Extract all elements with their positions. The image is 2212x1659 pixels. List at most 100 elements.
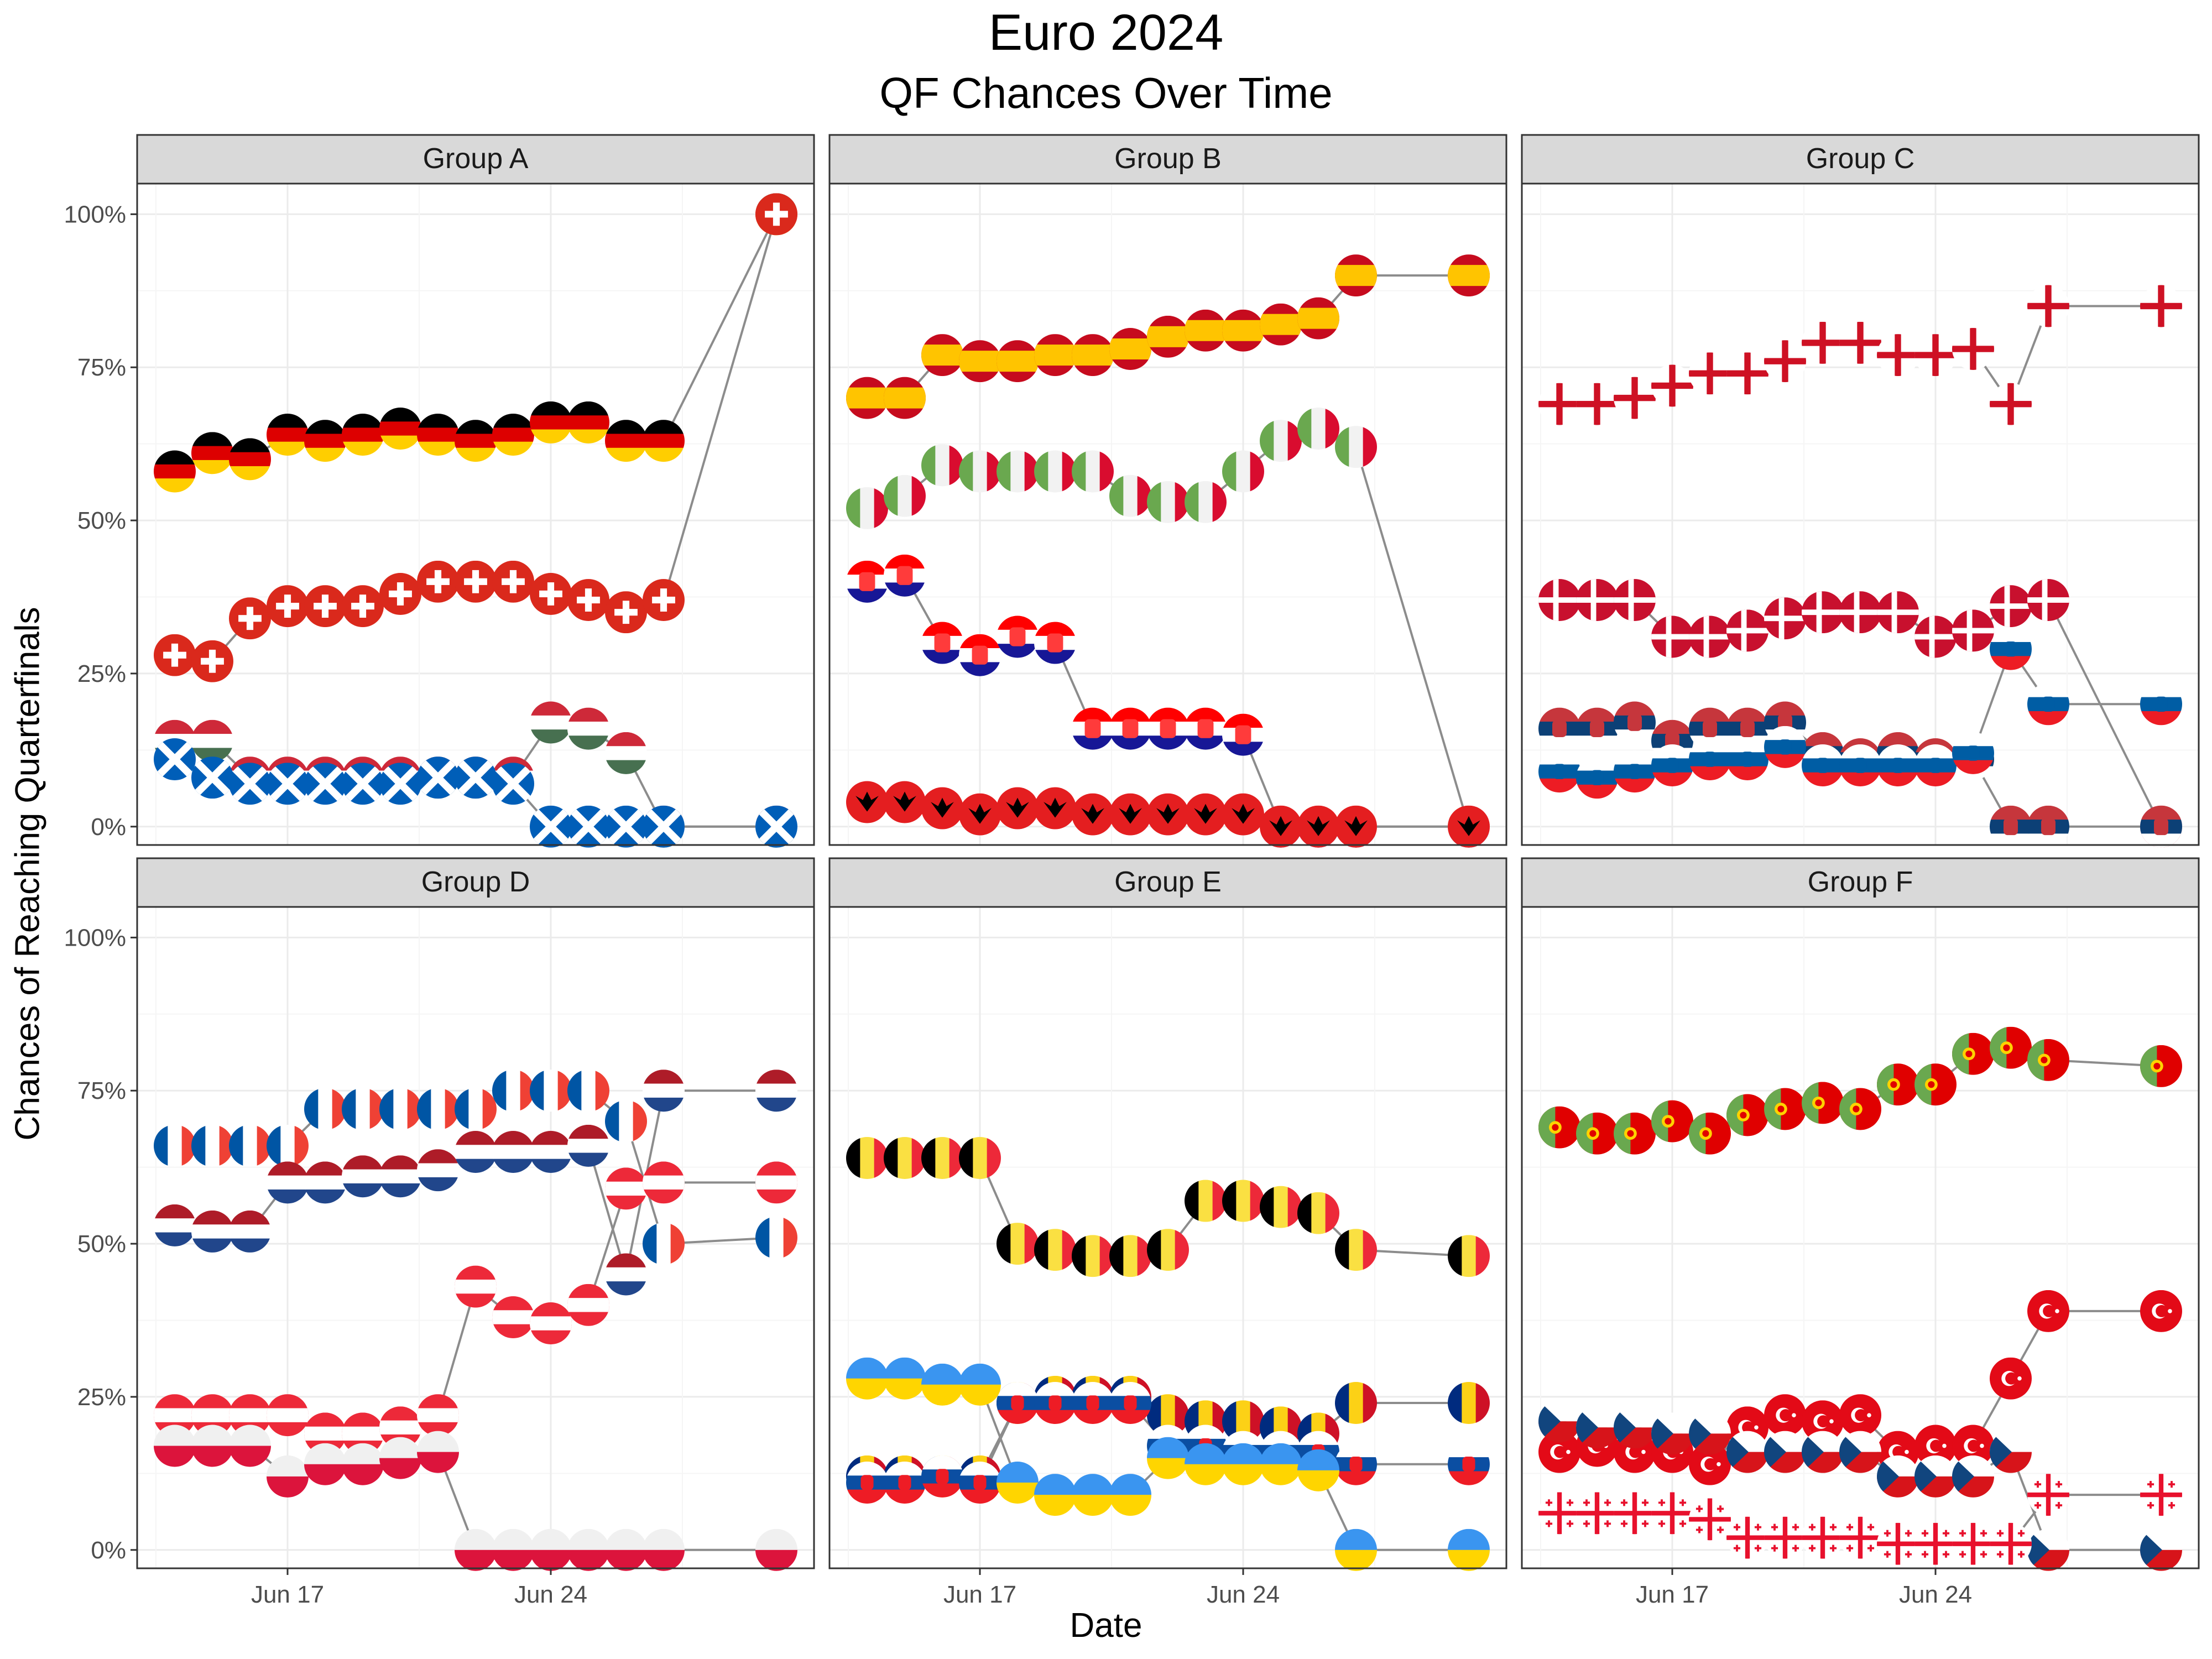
point-denmark-2024-06-17 <box>1651 615 1693 658</box>
point-denmark-2024-06-22 <box>1839 591 1881 634</box>
point-czechia-2024-06-18 <box>1689 1412 1731 1455</box>
point-spain-2024-06-18 <box>997 340 1039 383</box>
point-czechia-2024-06-22 <box>1839 1431 1881 1473</box>
point-turkey-2024-06-22 <box>1839 1394 1881 1437</box>
x-tick-label: Jun 24 <box>514 1581 587 1608</box>
point-austria-2024-06-27 <box>643 1161 685 1204</box>
point-albania-2024-06-22 <box>1147 793 1189 836</box>
x-tick-label: Jun 17 <box>1636 1581 1709 1608</box>
point-albania-2024-06-18 <box>997 787 1039 830</box>
panel-group-d: Group D 0% 25% 50% 75% 100% Jun 17 Jun 24 <box>64 857 815 1608</box>
point-denmark-2024-06-21 <box>1802 591 1844 634</box>
point-netherlands-2024-06-26 <box>605 1253 647 1296</box>
facet-strip-label: Group C <box>1806 143 1915 175</box>
panel-border <box>828 182 1507 846</box>
chart-subtitle: QF Chances Over Time <box>879 69 1333 117</box>
point-slovakia-2024-06-17 <box>959 1461 1001 1504</box>
point-slovenia-2024-06-17 <box>1651 744 1693 787</box>
point-france-2024-06-22 <box>455 1088 497 1130</box>
point-albania-2024-06-16 <box>921 787 963 830</box>
point-belgium-2024-06-30 <box>1448 1235 1490 1277</box>
point-switzerland-2024-06-16 <box>229 597 271 640</box>
point-slovenia-2024-06-14 <box>1538 750 1580 793</box>
point-france-2024-06-19 <box>342 1088 384 1130</box>
point-switzerland-2024-06-26 <box>605 591 647 634</box>
point-netherlands-2024-06-30 <box>755 1070 797 1112</box>
point-switzerland-2024-06-15 <box>191 640 233 682</box>
point-scotland-2024-06-23 <box>492 763 534 805</box>
facet-strip-label: Group F <box>1808 866 1913 898</box>
point-belgium-2024-06-18 <box>997 1223 1039 1265</box>
point-germany-2024-06-23 <box>492 414 534 456</box>
point-switzerland-2024-06-21 <box>417 560 459 603</box>
point-italy-2024-06-22 <box>1147 481 1189 523</box>
point-georgia-2024-06-27 <box>2027 1474 2069 1516</box>
point-germany-2024-06-22 <box>455 420 497 462</box>
panel-group-b: Group B <box>828 134 1507 848</box>
point-turkey-2024-06-20 <box>1764 1394 1806 1437</box>
point-slovenia-2024-06-16 <box>1614 750 1656 793</box>
point-germany-2024-06-24 <box>530 401 572 444</box>
point-serbia-2024-06-15 <box>1576 707 1618 750</box>
point-croatia-2024-06-16 <box>921 622 963 664</box>
point-italy-2024-06-19 <box>1034 450 1076 493</box>
point-scotland-2024-06-18 <box>304 763 346 805</box>
point-croatia-2024-06-14 <box>846 560 888 603</box>
point-denmark-2024-06-25 <box>1952 609 1994 652</box>
point-georgia-2024-06-20 <box>1764 1516 1806 1559</box>
point-poland-2024-06-16 <box>229 1425 271 1467</box>
point-albania-2024-06-25 <box>1260 805 1302 848</box>
point-belgium-2024-06-27 <box>1335 1229 1377 1271</box>
point-croatia-2024-06-22 <box>1147 707 1189 750</box>
point-ukraine-2024-06-26 <box>1297 1449 1339 1491</box>
point-scotland-2024-06-22 <box>455 757 497 799</box>
point-czechia-2024-06-15 <box>1576 1406 1618 1449</box>
point-croatia-2024-06-19 <box>1034 622 1076 664</box>
point-turkey-2024-06-27 <box>2027 1290 2069 1332</box>
point-england-2024-06-15 <box>1576 383 1618 425</box>
chart-title: Euro 2024 <box>988 4 1224 61</box>
facet-strip <box>136 857 815 908</box>
point-slovakia-2024-06-20 <box>1072 1382 1114 1424</box>
point-france-2024-06-15 <box>191 1124 233 1167</box>
y-tick-label: 100% <box>64 924 126 951</box>
point-ukraine-2024-06-18 <box>997 1461 1039 1504</box>
point-netherlands-2024-06-27 <box>643 1070 685 1112</box>
point-netherlands-2024-06-14 <box>154 1204 196 1246</box>
point-ukraine-2024-06-24 <box>1222 1443 1264 1485</box>
point-albania-2024-06-19 <box>1034 787 1076 830</box>
point-czechia-2024-06-17 <box>1651 1412 1693 1455</box>
x-tick-label: Jun 17 <box>251 1581 324 1608</box>
point-switzerland-2024-06-24 <box>530 572 572 615</box>
point-italy-2024-06-20 <box>1072 450 1114 493</box>
point-switzerland-2024-06-30 <box>755 193 797 236</box>
point-belgium-2024-06-21 <box>1109 1235 1151 1277</box>
point-georgia-2024-06-19 <box>1726 1516 1768 1559</box>
facet-strip <box>828 134 1507 185</box>
point-france-2024-06-17 <box>267 1124 309 1167</box>
point-slovenia-2024-06-20 <box>1764 726 1806 768</box>
point-scotland-2024-06-27 <box>643 805 685 848</box>
point-georgia-2024-06-25 <box>1952 1522 1994 1565</box>
point-spain-2024-06-14 <box>846 377 888 419</box>
point-italy-2024-06-17 <box>959 450 1001 493</box>
point-portugal-2024-06-17 <box>1651 1100 1693 1142</box>
point-georgia-2024-06-21 <box>1802 1516 1844 1559</box>
point-switzerland-2024-06-19 <box>342 585 384 628</box>
point-denmark-2024-06-26 <box>1990 585 2032 628</box>
point-germany-2024-06-20 <box>379 407 421 450</box>
point-portugal-2024-06-26 <box>1990 1026 2032 1069</box>
point-austria-2024-06-17 <box>267 1394 309 1437</box>
point-scotland-2024-06-16 <box>229 763 271 805</box>
point-germany-2024-06-25 <box>567 401 609 444</box>
point-portugal-2024-06-16 <box>1614 1112 1656 1155</box>
point-england-2024-06-17 <box>1651 364 1693 407</box>
point-czechia-2024-06-23 <box>1877 1455 1919 1498</box>
point-netherlands-2024-06-15 <box>191 1210 233 1253</box>
point-france-2024-06-20 <box>379 1088 421 1130</box>
point-romania-2024-06-30 <box>1448 1382 1490 1424</box>
y-tick-label: 75% <box>77 1077 126 1104</box>
point-spain-2024-06-24 <box>1222 309 1264 352</box>
point-ukraine-2024-06-27 <box>1335 1528 1377 1571</box>
point-portugal-2024-06-21 <box>1802 1082 1844 1124</box>
